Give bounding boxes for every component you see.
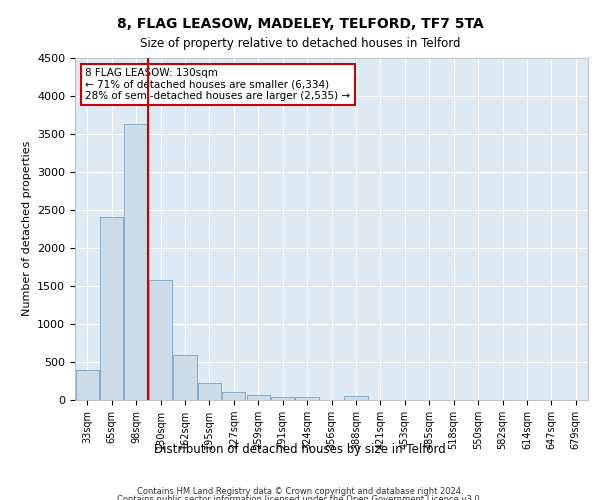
Bar <box>247 396 270 400</box>
Y-axis label: Number of detached properties: Number of detached properties <box>22 141 32 316</box>
Bar <box>76 370 99 400</box>
Bar <box>173 355 197 400</box>
Text: Contains public sector information licensed under the Open Government Licence v3: Contains public sector information licen… <box>118 495 482 500</box>
Text: Distribution of detached houses by size in Telford: Distribution of detached houses by size … <box>154 442 446 456</box>
Bar <box>344 396 368 400</box>
Bar <box>271 396 294 400</box>
Bar <box>124 124 148 400</box>
Text: 8 FLAG LEASOW: 130sqm
← 71% of detached houses are smaller (6,334)
28% of semi-d: 8 FLAG LEASOW: 130sqm ← 71% of detached … <box>85 68 350 101</box>
Bar <box>100 218 123 400</box>
Text: 8, FLAG LEASOW, MADELEY, TELFORD, TF7 5TA: 8, FLAG LEASOW, MADELEY, TELFORD, TF7 5T… <box>116 18 484 32</box>
Text: Size of property relative to detached houses in Telford: Size of property relative to detached ho… <box>140 38 460 51</box>
Text: Contains HM Land Registry data © Crown copyright and database right 2024.: Contains HM Land Registry data © Crown c… <box>137 488 463 496</box>
Bar <box>149 280 172 400</box>
Bar <box>198 384 221 400</box>
Bar <box>295 398 319 400</box>
Bar <box>222 392 245 400</box>
